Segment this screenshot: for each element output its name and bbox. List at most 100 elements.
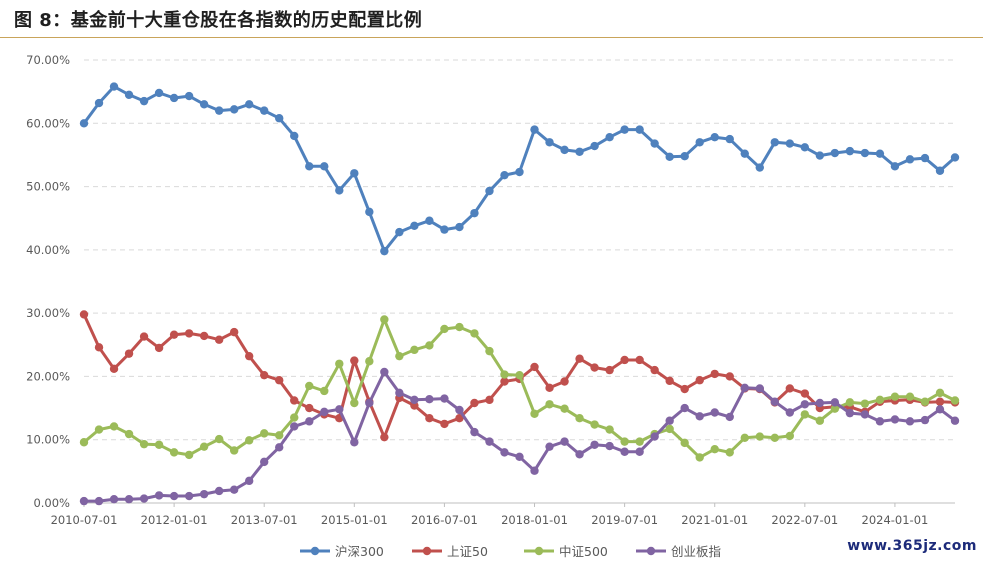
data-point: [530, 409, 539, 418]
chart-area: 0.00% 10.00% 20.00% 30.00% 40.00% 50.00% 60.00…: [0, 40, 983, 562]
data-point: [320, 407, 329, 417]
data-point: [335, 186, 344, 195]
x-tick-label: 2016-07-01: [411, 513, 478, 527]
data-point: [950, 396, 960, 405]
data-point: [290, 422, 299, 431]
data-point: [139, 332, 149, 341]
data-point: [560, 377, 569, 386]
data-point: [515, 370, 524, 380]
data-point: [920, 153, 930, 163]
data-point: [890, 415, 900, 424]
data-point: [305, 417, 314, 426]
x-tick-label: 2015-01-01: [321, 513, 388, 527]
data-point: [815, 416, 825, 425]
data-point: [124, 495, 134, 504]
data-point: [440, 225, 449, 234]
data-point: [109, 82, 119, 91]
data-point: [830, 404, 840, 413]
data-point: [305, 381, 314, 391]
data-point: [950, 153, 960, 162]
data-point: [410, 221, 419, 231]
data-point: [79, 496, 89, 506]
series-line: [84, 370, 956, 503]
data-point: [350, 169, 359, 178]
data-point: [440, 324, 449, 334]
data-point: [740, 433, 749, 443]
data-point: [229, 446, 239, 455]
data-point: [770, 138, 779, 147]
data-point: [560, 437, 569, 446]
data-point: [635, 125, 644, 134]
data-point: [500, 370, 509, 379]
data-point: [199, 100, 209, 109]
x-tick-label: 2019-07-01: [591, 513, 658, 527]
data-point: [229, 327, 239, 337]
data-point: [935, 397, 945, 406]
data-point: [695, 412, 704, 421]
data-point: [590, 363, 599, 372]
data-point: [575, 413, 584, 423]
data-point: [620, 447, 629, 456]
data-point: [94, 496, 104, 506]
data-point: [199, 442, 209, 451]
data-point: [214, 335, 224, 344]
data-point: [470, 427, 479, 437]
data-point: [845, 146, 855, 156]
data-point: [350, 438, 359, 447]
data-point: [275, 376, 284, 385]
data-point: [440, 394, 449, 403]
line-chart: 0.00% 10.00% 20.00% 30.00% 40.00% 50.00% 60.00…: [26, 53, 960, 559]
data-point: [620, 437, 629, 446]
data-point: [695, 138, 704, 147]
data-point: [455, 413, 464, 423]
data-point: [139, 439, 149, 449]
data-point: [860, 410, 870, 419]
data-point: [725, 412, 734, 422]
legend-swatch-marker: [534, 546, 544, 556]
data-point: [199, 331, 209, 341]
data-point: [605, 425, 614, 434]
data-point: [935, 405, 945, 414]
y-tick-label: 20.00%: [26, 369, 70, 383]
data-point: [605, 133, 614, 142]
y-tick-label: 10.00%: [26, 433, 70, 447]
data-point: [665, 152, 674, 162]
data-point: [485, 437, 494, 446]
x-tick-label: 2012-01-01: [141, 513, 208, 527]
data-point: [229, 485, 239, 494]
data-point: [244, 436, 254, 445]
data-point: [425, 341, 434, 350]
y-tick-label: 0.00%: [33, 496, 70, 510]
data-point: [184, 491, 194, 501]
data-point: [79, 310, 89, 319]
data-point: [635, 355, 644, 365]
x-tick-label: 2021-01-01: [681, 513, 748, 527]
data-point: [425, 413, 434, 423]
data-point: [770, 433, 779, 443]
data-point: [275, 443, 284, 452]
data-point: [560, 145, 569, 155]
data-point: [905, 392, 915, 401]
data-point: [124, 429, 134, 439]
data-point: [845, 398, 855, 407]
legend-swatch-marker: [310, 546, 320, 556]
data-point: [905, 155, 915, 164]
data-point: [635, 447, 644, 456]
data-point: [154, 88, 164, 98]
data-point: [710, 408, 719, 417]
data-point: [485, 186, 494, 196]
data-point: [244, 476, 254, 486]
data-point: [800, 400, 810, 409]
legend-swatch-marker: [422, 546, 432, 556]
data-point: [575, 450, 584, 459]
data-point: [725, 372, 734, 381]
data-point: [395, 227, 404, 237]
data-point: [650, 139, 659, 148]
data-point: [335, 359, 344, 368]
data-point: [470, 329, 479, 338]
data-point: [680, 151, 689, 161]
data-point: [590, 440, 599, 449]
data-point: [395, 351, 404, 361]
data-point: [875, 417, 885, 426]
data-point: [680, 438, 689, 448]
